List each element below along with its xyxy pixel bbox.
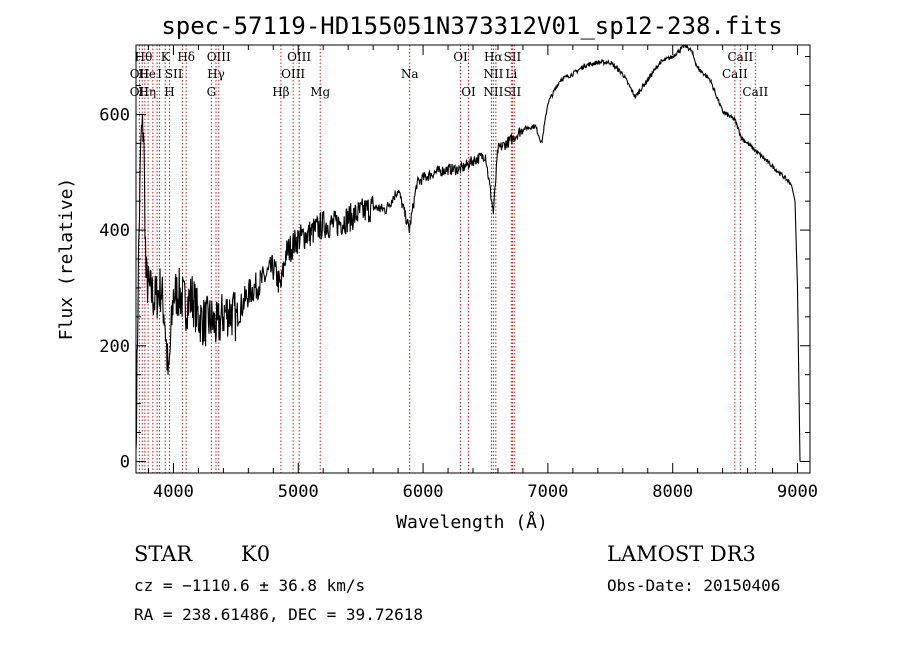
spectral-line-label: OIII (287, 50, 311, 64)
spectral-line-label: G (207, 85, 217, 99)
obs-date: Obs-Date: 20150406 (607, 576, 780, 595)
spectral-line-label: Hη (138, 85, 156, 99)
spectral-line-label: Hδ (177, 50, 195, 64)
spectral-line-label: SII (504, 50, 522, 64)
spectral-line-label: OI (461, 85, 476, 99)
chart-title: spec-57119-HD155051N373312V01_sp12-238.f… (161, 12, 782, 40)
plot-frame (135, 44, 811, 474)
x-tick-label: 8000 (652, 482, 693, 502)
spectral-line-label: Mg (310, 85, 330, 99)
x-axis-ticks: 4000 5000 6000 7000 8000 9000 (147, 45, 818, 502)
y-tick-label: 200 (99, 337, 130, 357)
spectral-line-label: He (138, 67, 156, 81)
spectral-line-label: NII (483, 85, 503, 99)
spectral-line-label: Hγ (207, 67, 225, 81)
spectral-line-label: CaII (742, 85, 768, 99)
spectral-line-label: OII (130, 85, 150, 99)
x-tick-label: 6000 (403, 482, 444, 502)
spectral-line-label: OI (453, 50, 468, 64)
x-tick-label: 5000 (278, 482, 319, 502)
y-tick-label: 600 (99, 105, 130, 125)
y-tick-label: 400 (99, 221, 130, 241)
x-tick-label: 4000 (153, 482, 194, 502)
spectral-line-label: Hα (484, 50, 503, 64)
y-tick-label: 0 (120, 452, 130, 472)
spectral-line-label: SII (504, 85, 522, 99)
spectral-line-label: SII (165, 67, 183, 81)
spectral-line-markers (138, 45, 756, 473)
spectral-line-label: H (164, 85, 174, 99)
spectral-line-label: Hβ (272, 85, 289, 99)
spectrum-series-line (135, 43, 801, 462)
x-tick-label: 9000 (777, 482, 818, 502)
spectral-line-label: Hθ (135, 50, 153, 64)
object-class: STAR (134, 542, 193, 566)
spectral-line-label: K (161, 50, 171, 64)
spectral-line-label: I (157, 67, 162, 81)
spectral-line-label: OII (130, 67, 150, 81)
redshift-cz: cz = −1110.6 ± 36.8 km/s (134, 576, 365, 595)
spectral-line-label: NII (483, 67, 503, 81)
survey-name: LAMOST DR3 (607, 542, 756, 566)
spectral-line-label: CaII (727, 50, 753, 64)
x-axis-label: Wavelength (Å) (396, 511, 548, 533)
spectral-line-label: OIII (281, 67, 305, 81)
spectral-line-label: Li (505, 67, 517, 81)
y-axis-label: Flux (relative) (56, 178, 77, 341)
coordinates: RA = 238.61486, DEC = 39.72618 (134, 605, 423, 624)
y-axis-ticks: 0 200 400 600 (99, 56, 810, 472)
spectral-line-label: Na (401, 67, 419, 81)
x-tick-label: 7000 (527, 482, 568, 502)
spectral-line-label: OIII (207, 50, 231, 64)
object-subclass: K0 (241, 542, 270, 566)
spectral-line-label: CaII (722, 67, 748, 81)
